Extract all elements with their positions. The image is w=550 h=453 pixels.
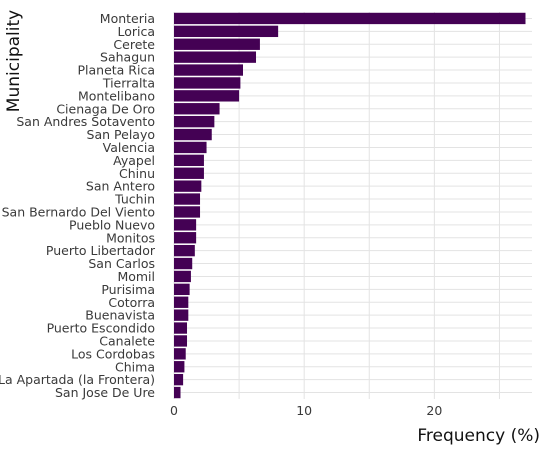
x-axis-title: Frequency (%): [417, 426, 540, 446]
y-tick-label: Puerto Libertador: [46, 243, 156, 258]
y-tick-label: Tierralta: [102, 75, 155, 90]
bar: [174, 386, 181, 399]
y-tick-label: Montelibano: [78, 88, 155, 103]
x-tick-labels: 0 10 20: [170, 403, 442, 418]
y-tick-label: San Antero: [86, 179, 155, 194]
bar: [174, 12, 526, 25]
bar: [174, 38, 260, 50]
y-tick-label: Valencia: [103, 140, 155, 155]
bar: [174, 77, 241, 89]
y-tick-label: Cienaga De Oro: [56, 101, 155, 116]
bar: [174, 64, 243, 76]
y-tick-label: San Carlos: [88, 256, 155, 271]
bar: [174, 115, 215, 128]
y-tick-label: Cerete: [113, 37, 155, 52]
bar: [174, 219, 197, 231]
y-tick-label: San Jose De Ure: [55, 385, 155, 400]
y-tick-label: Pueblo Nuevo: [69, 217, 155, 232]
y-axis-title: Municipality: [4, 10, 24, 112]
y-tick-label: Puerto Escondido: [47, 321, 155, 336]
y-tick-label: Monitos: [106, 230, 155, 245]
y-tick-label: Lorica: [117, 24, 155, 39]
y-tick-label: San Bernardo Del Viento: [2, 204, 155, 219]
x-tick-label: 20: [426, 403, 442, 418]
bar: [174, 361, 185, 373]
y-tick-label: Cotorra: [108, 295, 155, 310]
y-tick-label: Monteria: [100, 11, 155, 26]
bar: [174, 283, 190, 296]
y-tick-label: Tuchin: [114, 192, 155, 207]
y-tick-label: Canalete: [99, 333, 155, 348]
bar: [174, 154, 204, 167]
y-tick-label: San Pelayo: [87, 127, 155, 142]
bar: [174, 180, 202, 192]
bar: [174, 270, 191, 283]
bar: [174, 103, 220, 115]
bar: [174, 257, 193, 270]
bar: [174, 244, 195, 257]
bar: [174, 309, 189, 321]
y-tick-label: Purisima: [101, 282, 155, 297]
bar: [174, 232, 197, 244]
x-tick-label: 10: [296, 403, 312, 418]
y-tick-label: Momil: [117, 269, 155, 284]
y-tick-label: Sahagun: [100, 50, 155, 65]
y-tick-label: San Andres Sotavento: [16, 114, 155, 129]
bar: [174, 141, 207, 154]
y-tick-label: Los Cordobas: [71, 346, 155, 361]
bar: [174, 335, 188, 347]
bar: [174, 373, 184, 386]
bar: [174, 193, 201, 205]
bar: [174, 348, 186, 360]
y-tick-label: Buenavista: [85, 308, 155, 323]
bar: [174, 128, 212, 141]
bar: [174, 90, 240, 102]
bar: [174, 51, 257, 63]
y-tick-label: La Apartada (la Frontera): [0, 372, 155, 387]
bar: [174, 322, 188, 334]
y-tick-label: Chinu: [119, 166, 155, 181]
bar: [174, 206, 201, 218]
bar: [174, 167, 204, 179]
bar-layer: [174, 12, 526, 399]
y-tick-label: Chima: [115, 359, 155, 374]
x-tick-label: 0: [170, 403, 178, 418]
y-tick-label: Planeta Rica: [77, 63, 155, 78]
bar: [174, 25, 279, 38]
y-tick-label: Ayapel: [113, 153, 155, 168]
bar: [174, 296, 189, 308]
